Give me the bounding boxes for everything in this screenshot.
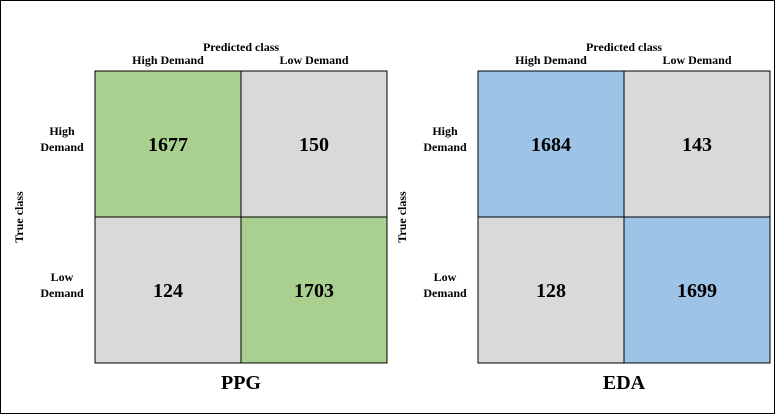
- y-axis-title: True class: [12, 191, 26, 243]
- cell-ppg-r1-c0: [94, 216, 242, 364]
- cell-value: 1703: [294, 280, 334, 302]
- y-tick-label: Demand: [40, 286, 84, 300]
- cell-value: 1677: [148, 134, 188, 156]
- x-axis-title: Predicted class: [586, 40, 662, 54]
- cell-value: 143: [682, 134, 712, 156]
- matrix-border: [94, 70, 388, 364]
- y-tick-label: Demand: [423, 286, 467, 300]
- cell-value: 150: [299, 134, 329, 156]
- cell-value: 124: [153, 280, 183, 302]
- cell-value: 128: [536, 280, 566, 302]
- cell-value: 1699: [677, 280, 717, 302]
- x-tick-label: Low Demand: [279, 53, 348, 67]
- cell-eda-r1-c1: [623, 216, 771, 364]
- x-tick-label: High Demand: [515, 53, 587, 67]
- x-axis-title: Predicted class: [203, 40, 279, 54]
- y-tick-label: Demand: [40, 140, 84, 154]
- panel-title: EDA: [603, 372, 646, 394]
- y-tick-label: Low: [51, 270, 74, 284]
- y-tick-label: High: [49, 124, 75, 138]
- y-tick-label: Demand: [423, 140, 467, 154]
- y-tick-label: Low: [434, 270, 457, 284]
- y-axis-title: True class: [395, 191, 409, 243]
- cell-ppg-r0-c1: [240, 70, 388, 218]
- panel-title: PPG: [221, 372, 261, 394]
- x-tick-label: High Demand: [132, 53, 204, 67]
- cell-eda-r0-c1: [623, 70, 771, 218]
- cell-ppg-r1-c1: [240, 216, 388, 364]
- cell-value: 1684: [531, 134, 571, 156]
- matrix-border: [477, 70, 771, 364]
- y-tick-label: High: [432, 124, 458, 138]
- x-tick-label: Low Demand: [662, 53, 731, 67]
- cell-ppg-r0-c0: [94, 70, 242, 218]
